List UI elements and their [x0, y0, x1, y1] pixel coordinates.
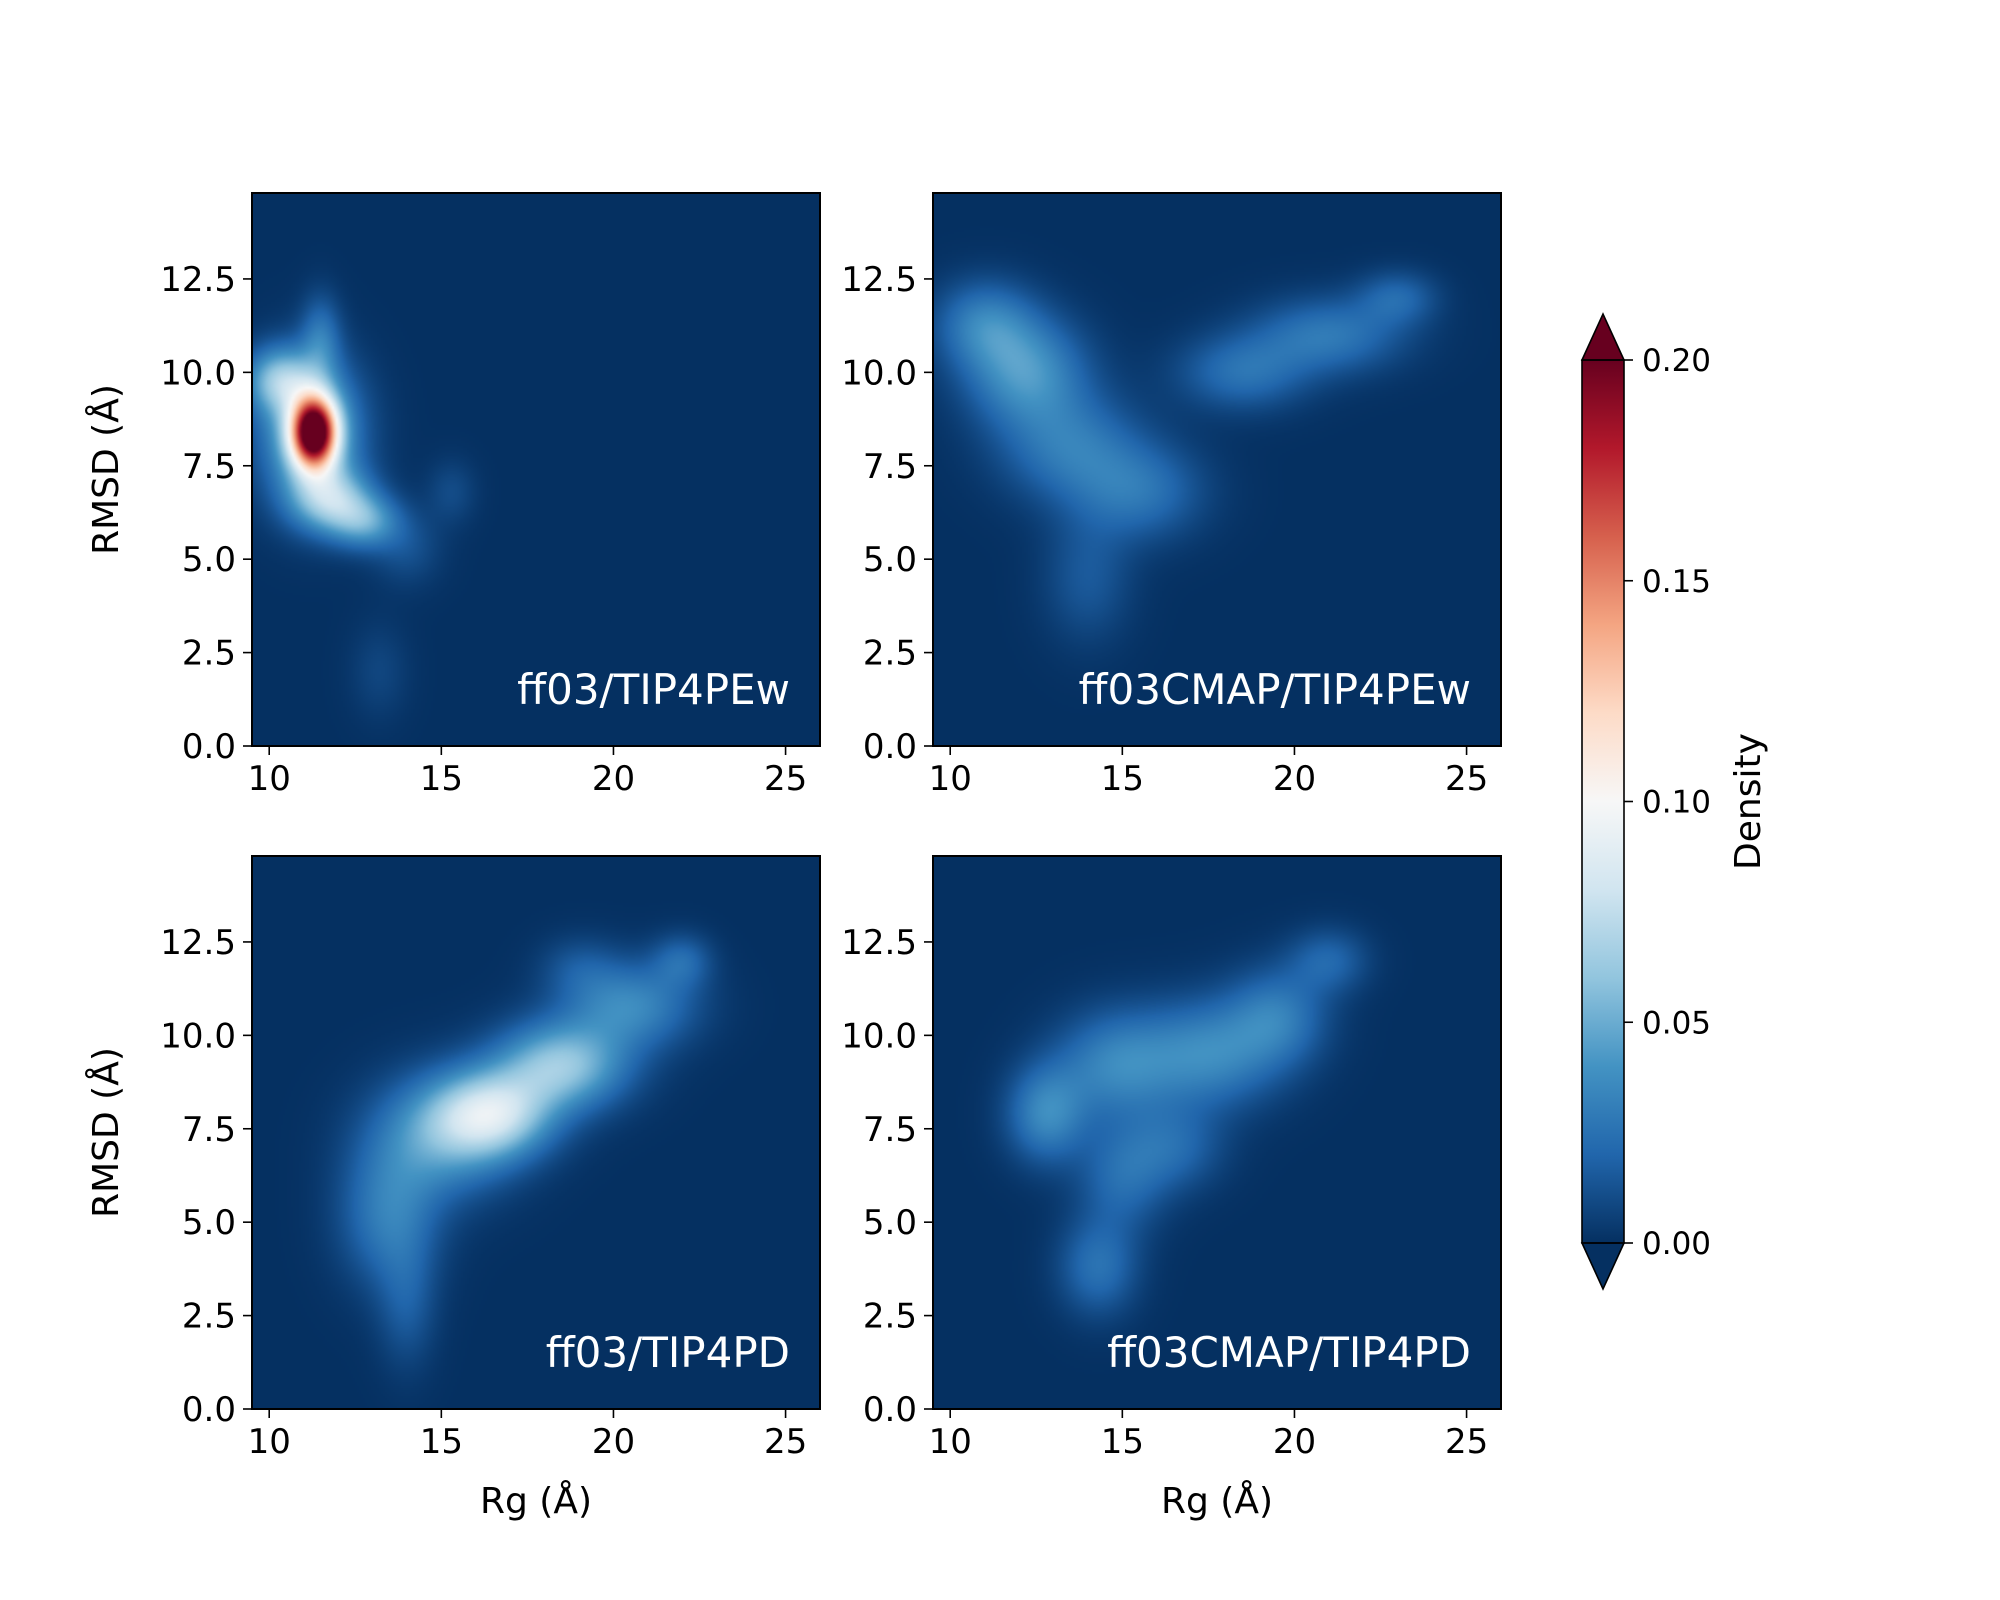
y-tick-label: 7.5 [863, 1110, 917, 1150]
y-tick-label: 12.5 [841, 260, 917, 300]
panel-label: ff03CMAP/TIP4PD [1107, 1328, 1471, 1377]
panel-label: ff03/TIP4PEw [517, 665, 790, 714]
y-tick-label: 12.5 [160, 260, 236, 300]
y-tick-label: 7.5 [182, 447, 236, 487]
y-tick-label: 5.0 [182, 540, 236, 580]
y-tick-label: 7.5 [863, 447, 917, 487]
x-tick-label: 20 [1273, 1422, 1316, 1462]
panel-ff03-tip4pew: 10 15 20 25 0.0 2.5 5.0 7.5 10.0 12.5 RMSD (Å) ff03… [84, 192, 821, 799]
x-tick-label: 15 [1101, 1422, 1144, 1462]
x-tick-label: 15 [420, 1422, 463, 1462]
colorbar-tick-label: 0.10 [1642, 785, 1711, 821]
panels-layer: 10 15 20 25 0.0 2.5 5.0 7.5 10.0 12.5 RMSD (Å) ff03… [84, 192, 1502, 1522]
x-axis-label: Rg (Å) [480, 1479, 592, 1522]
axes-frame [251, 192, 821, 747]
colorbar-tick-label: 0.00 [1642, 1226, 1711, 1262]
y-axis-label: RMSD (Å) [84, 384, 127, 555]
density-heatmap [933, 856, 1501, 1409]
x-tick-label: 10 [248, 759, 291, 799]
x-tick-label: 25 [764, 1422, 807, 1462]
y-tick-label: 0.0 [863, 1390, 917, 1430]
x-tick-label: 15 [420, 759, 463, 799]
x-tick-label: 20 [1273, 759, 1316, 799]
y-axis-label: RMSD (Å) [84, 1047, 127, 1218]
axes-frame [932, 192, 1502, 747]
x-tick-label: 25 [1445, 1422, 1488, 1462]
y-tick-label: 10.0 [841, 353, 917, 393]
x-tick-label: 25 [764, 759, 807, 799]
colorbar-extend-min [1580, 1242, 1626, 1291]
x-tick-label: 10 [929, 759, 972, 799]
y-tick-label: 10.0 [160, 353, 236, 393]
axes-frame [932, 855, 1502, 1410]
y-tick-label: 2.5 [863, 1297, 917, 1337]
y-tick-label: 0.0 [182, 727, 236, 767]
panel-ff03cmap-tip4pd: 10 15 20 25 0.0 2.5 5.0 7.5 10.0 12.5 Rg (Å) ff03CM… [841, 855, 1502, 1522]
y-tick-label: 0.0 [182, 1390, 236, 1430]
x-tick-label: 10 [248, 1422, 291, 1462]
x-tick-label: 15 [1101, 759, 1144, 799]
density-heatmap [252, 856, 820, 1409]
y-tick-label: 5.0 [863, 540, 917, 580]
axes-frame [251, 855, 821, 1410]
x-tick-label: 20 [592, 1422, 635, 1462]
y-tick-label: 5.0 [863, 1203, 917, 1243]
colorbar-tick-label: 0.05 [1642, 1005, 1711, 1041]
y-tick-label: 12.5 [841, 923, 917, 963]
y-tick-label: 10.0 [841, 1016, 917, 1056]
density-heatmap [252, 193, 820, 746]
x-axis-label: Rg (Å) [1161, 1479, 1273, 1522]
y-tick-label: 2.5 [863, 634, 917, 674]
y-tick-label: 2.5 [182, 1297, 236, 1337]
y-tick-label: 10.0 [160, 1016, 236, 1056]
panel-ff03-tip4pd: 10 15 20 25 0.0 2.5 5.0 7.5 10.0 12.5 RMSD (Å) Rg (… [84, 855, 821, 1522]
x-tick-label: 20 [592, 759, 635, 799]
panel-ff03cmap-tip4pew: 10 15 20 25 0.0 2.5 5.0 7.5 10.0 12.5 ff03CMAP/TIP… [841, 192, 1502, 799]
colorbar-extend-max [1580, 312, 1626, 361]
colorbar-tick-label: 0.15 [1642, 564, 1711, 600]
x-tick-label: 10 [929, 1422, 972, 1462]
x-tick-label: 25 [1445, 759, 1488, 799]
y-tick-label: 5.0 [182, 1203, 236, 1243]
y-tick-label: 7.5 [182, 1110, 236, 1150]
y-tick-label: 12.5 [160, 923, 236, 963]
y-tick-label: 2.5 [182, 634, 236, 674]
colorbar-tick-label: 0.20 [1642, 343, 1711, 379]
colorbar-label: Density [1728, 733, 1769, 870]
y-tick-label: 0.0 [863, 727, 917, 767]
density-heatmap [933, 193, 1501, 746]
colorbar: 0.00 0.05 0.10 0.15 0.20 Density [1580, 312, 1769, 1291]
colorbar-gradient [1582, 360, 1624, 1243]
panel-label: ff03CMAP/TIP4PEw [1079, 665, 1471, 714]
panel-label: ff03/TIP4PD [546, 1328, 790, 1377]
